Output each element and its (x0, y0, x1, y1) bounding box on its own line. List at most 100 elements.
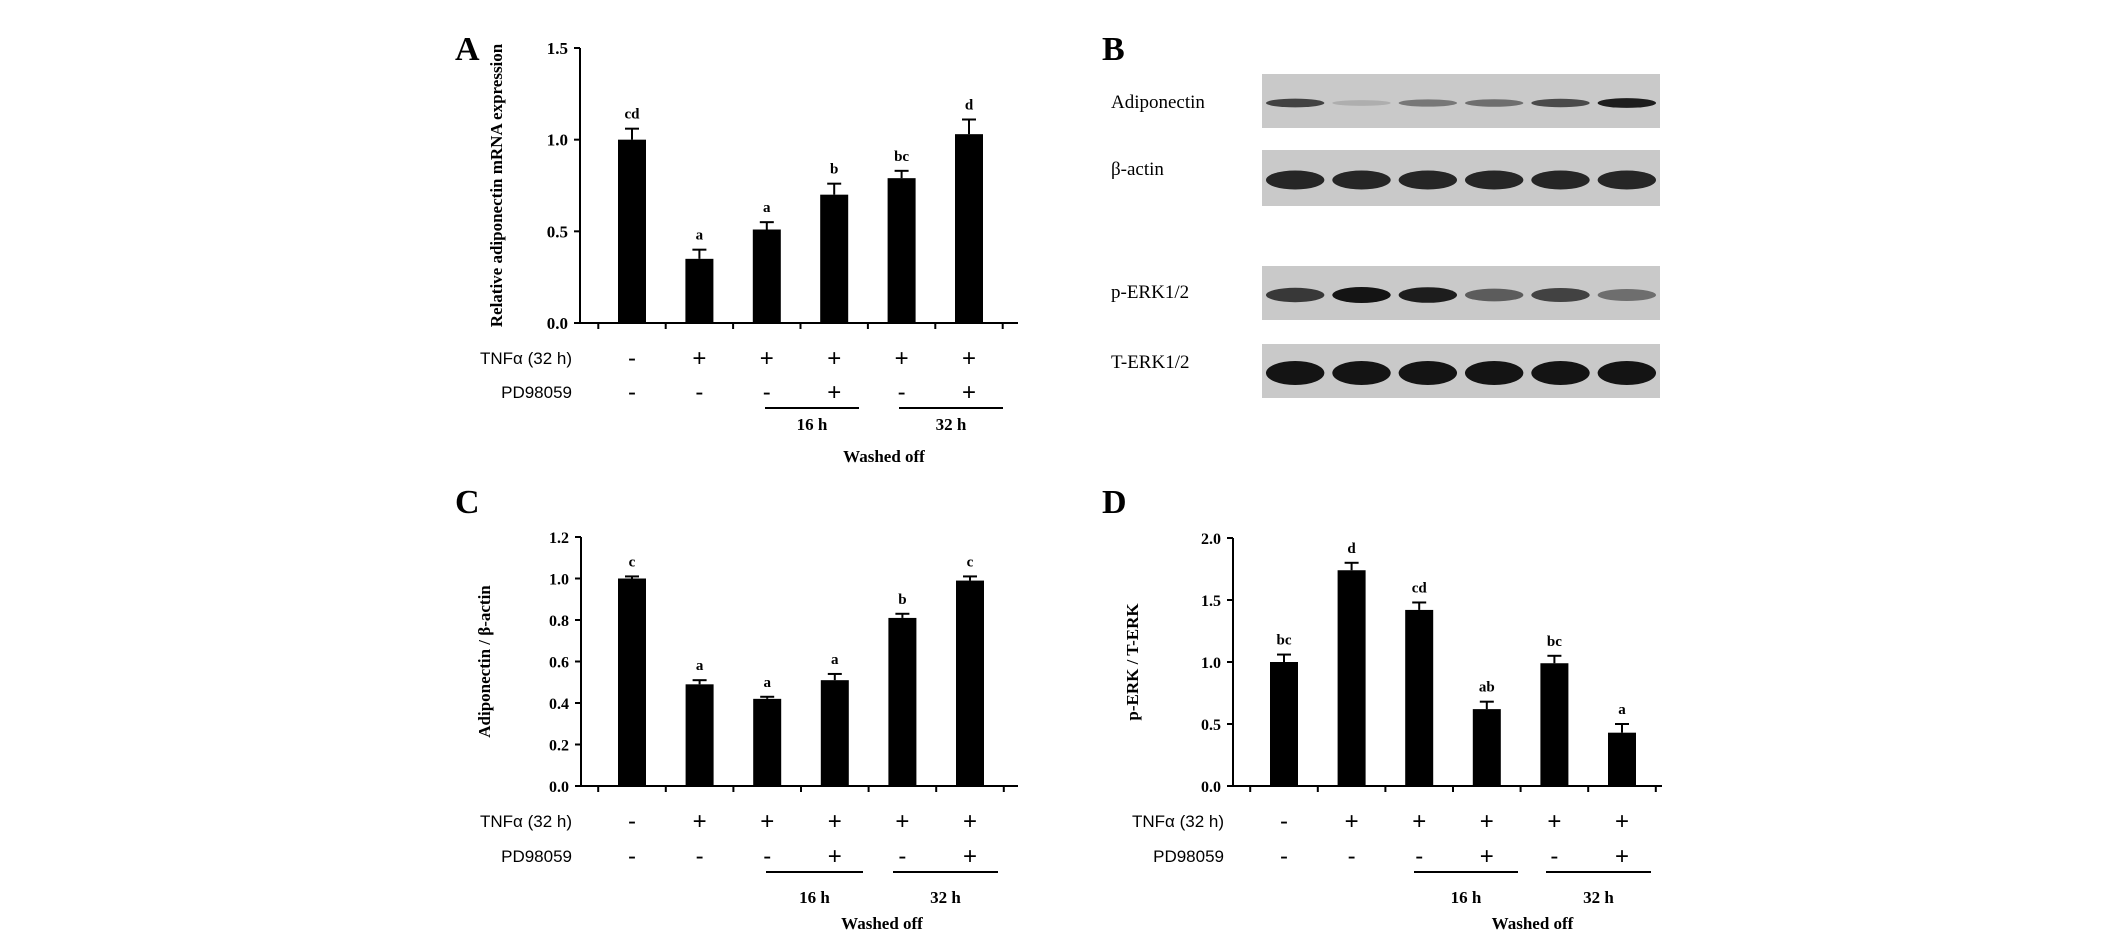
blot-label: T-ERK1/2 (1111, 352, 1189, 373)
tnf-sign: + (1615, 808, 1629, 835)
blot-label: β-actin (1111, 159, 1164, 180)
significance-label: a (1618, 702, 1626, 718)
blot-band (1398, 287, 1458, 303)
y-tick-label: 0.5 (547, 222, 568, 241)
y-tick-label: 0.2 (549, 738, 569, 755)
tnf-sign: - (628, 345, 636, 372)
tnf-sign: + (963, 808, 977, 835)
blot-band (1597, 289, 1657, 301)
significance-label: a (696, 228, 704, 244)
blot-membrane (1262, 344, 1660, 398)
blot-band (1332, 100, 1391, 106)
bar (820, 194, 849, 323)
blot-band (1597, 361, 1657, 385)
bar (685, 684, 714, 786)
panel-letter: D (1102, 484, 1127, 521)
tnf-sign: + (1547, 808, 1561, 835)
panel-letter: A (455, 31, 480, 68)
y-tick-label: 0.5 (1201, 717, 1221, 734)
y-tick-label: 0.0 (549, 779, 569, 796)
significance-label: a (696, 658, 704, 674)
significance-label: ab (1479, 680, 1495, 696)
blot-band (1531, 170, 1590, 190)
significance-label: b (830, 162, 838, 178)
significance-label: bc (1277, 633, 1292, 649)
blot-band (1332, 361, 1391, 385)
significance-label: bc (1547, 634, 1562, 650)
pd-row-label: PD98059 (501, 383, 572, 402)
blot-label: p-ERK1/2 (1111, 282, 1189, 303)
blot-band (1265, 287, 1325, 303)
group-32h-label: 32 h (930, 888, 961, 907)
pd-sign: + (827, 379, 841, 406)
pd-sign: - (696, 843, 704, 870)
panel-b-western-blot: B Adiponectin β-actin p-ERK1/2 T-ERK1/2 (1102, 31, 1660, 398)
y-tick-label: 0.0 (547, 314, 568, 333)
blot-band (1265, 98, 1325, 108)
y-tick-label: 1.0 (1201, 655, 1221, 672)
pd-sign: + (1480, 843, 1494, 870)
significance-label: bc (894, 149, 909, 165)
significance-label: a (831, 652, 839, 668)
significance-label: d (965, 98, 974, 114)
tnf-row-label: TNFα (32 h) (1132, 812, 1224, 831)
significance-label: cd (625, 107, 641, 123)
blot-band (1398, 170, 1458, 190)
bar (753, 698, 782, 786)
pd-sign: - (898, 843, 906, 870)
blot-band (1265, 361, 1325, 385)
blot-band (1531, 98, 1590, 108)
bar (888, 617, 917, 786)
bar (887, 178, 916, 323)
bar (1405, 609, 1434, 786)
y-axis-label: Relative adiponectin mRNA expression (487, 43, 506, 327)
tnf-sign: + (760, 345, 774, 372)
y-tick-label: 1.0 (549, 572, 569, 589)
group-16h-label: 16 h (1451, 888, 1482, 907)
significance-label: c (629, 554, 636, 570)
pd-sign: - (898, 379, 906, 406)
y-tick-label: 1.5 (547, 39, 568, 58)
y-tick-label: 1.5 (1201, 593, 1221, 610)
panel-a: A 0.0 0.5 1.0 1.5 Relative adiponectin mRNA e… (455, 31, 1018, 466)
blot-band (1597, 170, 1657, 190)
bar (820, 680, 849, 786)
tnf-sign: + (962, 345, 976, 372)
blot-band (1398, 99, 1458, 107)
bar (752, 229, 781, 323)
pd-sign: - (1550, 843, 1558, 870)
panel-d: D 0.0 0.5 1.0 1.5 2.0 p-ERK / T-ERK bc d cd ab bc a T… (1102, 484, 1662, 933)
washed-off-label: Washed off (843, 447, 925, 466)
group-32h-label: 32 h (936, 415, 967, 434)
tnf-sign: + (693, 808, 707, 835)
tnf-sign: - (628, 808, 636, 835)
significance-label: b (898, 592, 906, 608)
y-axis-label: p-ERK / T-ERK (1123, 603, 1142, 721)
pd-sign: - (1415, 843, 1423, 870)
pd-sign: - (763, 843, 771, 870)
tnf-sign: + (895, 808, 909, 835)
bar (955, 134, 983, 323)
pd-sign: + (963, 843, 977, 870)
y-tick-label: 1.0 (547, 131, 568, 150)
tnf-sign: + (827, 345, 841, 372)
significance-label: a (763, 200, 771, 216)
tnf-sign: + (1345, 808, 1359, 835)
pd-sign: + (1615, 843, 1629, 870)
group-16h-label: 16 h (799, 888, 830, 907)
bar (618, 578, 646, 786)
pd-sign: - (1348, 843, 1356, 870)
blot-label: Adiponectin (1111, 92, 1205, 113)
bar (618, 139, 646, 323)
pd-sign: + (828, 843, 842, 870)
blot-band (1464, 170, 1524, 190)
y-tick-label: 0.4 (549, 696, 569, 713)
group-16h-label: 16 h (797, 415, 828, 434)
tnf-row-label: TNFα (32 h) (480, 349, 572, 368)
pd-row-label: PD98059 (501, 847, 572, 866)
blot-membrane (1262, 266, 1660, 320)
bar (1608, 732, 1636, 786)
blot-band (1332, 287, 1391, 303)
